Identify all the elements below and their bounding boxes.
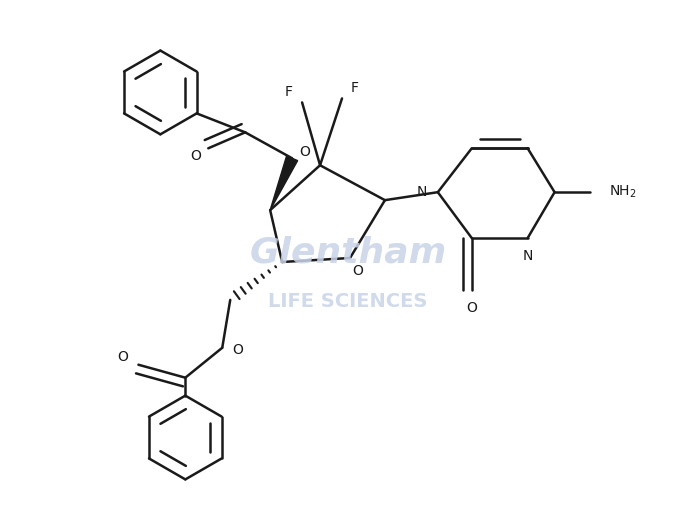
Text: F: F — [351, 82, 359, 96]
Text: LIFE SCIENCES: LIFE SCIENCES — [269, 292, 427, 311]
Text: Glentham: Glentham — [249, 235, 447, 269]
Text: O: O — [300, 145, 310, 159]
Text: NH$_2$: NH$_2$ — [610, 184, 637, 200]
Text: O: O — [190, 149, 200, 163]
Text: O: O — [117, 350, 128, 364]
Text: O: O — [466, 301, 477, 315]
Text: O: O — [232, 343, 243, 357]
Text: N: N — [417, 185, 427, 199]
Polygon shape — [270, 156, 298, 210]
Text: F: F — [285, 85, 293, 99]
Text: N: N — [523, 249, 533, 263]
Text: O: O — [353, 264, 363, 278]
